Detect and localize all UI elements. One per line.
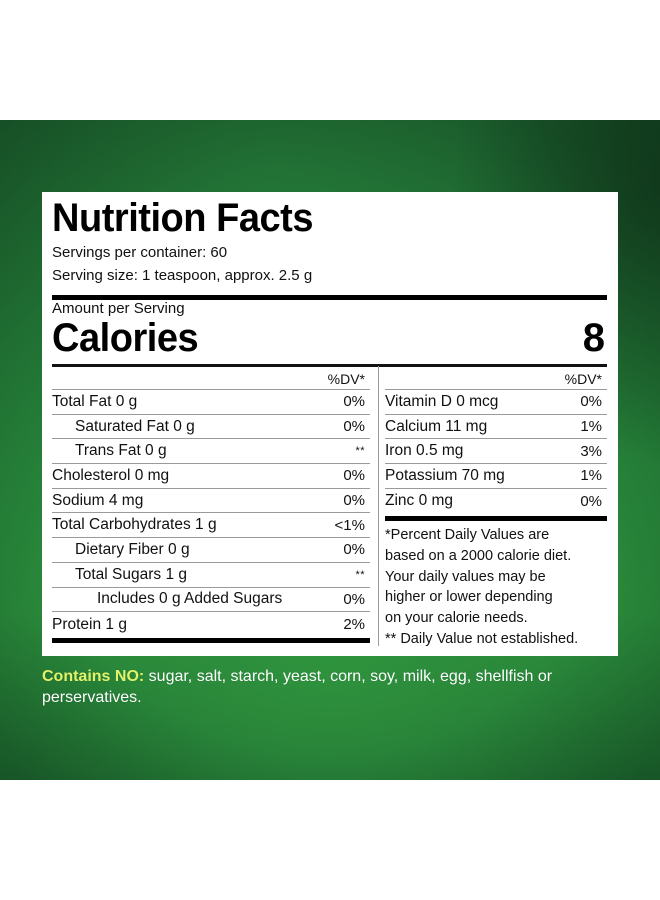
contains-no-text: sugar, salt, starch, yeast, corn, soy, m… — [42, 668, 553, 706]
right-bottom-divider — [385, 516, 607, 521]
table-row: Total Fat 0 g 0% — [52, 390, 370, 415]
table-row: Protein 1 g 2% — [52, 612, 370, 637]
table-row: Potassium 70 mg 1% — [385, 464, 607, 489]
nutrient-dv: ** — [355, 568, 365, 581]
footnote-line: ** Daily Value not established. — [385, 630, 579, 647]
table-row: Cholesterol 0 mg 0% — [52, 464, 370, 489]
nutrient-name: Total Sugars 1 g — [75, 565, 188, 583]
footnote-line: on your calorie needs. — [385, 610, 528, 627]
footnote-line: based on a 2000 calorie diet. — [385, 547, 572, 564]
contains-no-statement: Contains NO: sugar, salt, starch, yeast,… — [42, 666, 612, 708]
table-row: Includes 0 g Added Sugars 0% — [52, 588, 370, 613]
nutrient-dv: 0% — [343, 393, 365, 411]
nutrient-name: Cholesterol 0 mg — [52, 466, 170, 484]
nutrient-name: Trans Fat 0 g — [75, 442, 167, 460]
footnote-line: Your daily values may be — [385, 568, 546, 585]
amount-per-serving: Amount per Serving — [52, 300, 185, 317]
nutrient-dv: 3% — [580, 442, 602, 460]
thick-divider — [52, 295, 607, 300]
nutrient-dv: 0% — [580, 393, 602, 411]
nutrition-facts-title: Nutrition Facts — [52, 196, 313, 240]
nutrition-facts-panel: Nutrition Facts Servings per container: … — [42, 192, 618, 656]
servings-per-container: Servings per container: 60 — [52, 244, 228, 261]
daily-value-footnote: *Percent Daily Values are based on a 200… — [385, 525, 615, 650]
table-row: Zinc 0 mg 0% — [385, 489, 607, 514]
table-row: Iron 0.5 mg 3% — [385, 439, 607, 465]
nutrient-name: Dietary Fiber 0 g — [75, 540, 190, 558]
table-row: Vitamin D 0 mcg 0% — [385, 390, 607, 415]
contains-no-label: Contains NO: — [42, 668, 145, 685]
nutrient-name: Saturated Fat 0 g — [75, 417, 195, 435]
table-row: Calcium 11 mg 1% — [385, 415, 607, 440]
nutrient-dv: 0% — [343, 492, 365, 510]
serving-size: Serving size: 1 teaspoon, approx. 2.5 g — [52, 267, 313, 284]
table-row: Dietary Fiber 0 g 0% — [52, 538, 370, 563]
column-divider — [378, 366, 379, 646]
table-row: Total Carbohydrates 1 g <1% — [52, 513, 370, 539]
footnote-line: higher or lower depending — [385, 589, 553, 606]
nutrient-name: Sodium 4 mg — [52, 491, 144, 509]
nutrient-dv: ** — [355, 445, 365, 458]
nutrient-name: Total Fat 0 g — [52, 392, 138, 410]
nutrients-table-left: %DV* Total Fat 0 g 0% Saturated Fat 0 g … — [52, 368, 370, 637]
nutrient-name: Vitamin D 0 mcg — [385, 392, 499, 410]
nutrient-name: Calcium 11 mg — [385, 417, 488, 435]
calories-value: 8 — [582, 316, 605, 360]
table-row: Trans Fat 0 g ** — [52, 439, 370, 465]
calories-divider — [52, 364, 607, 367]
nutrient-name: Protein 1 g — [52, 615, 127, 633]
nutrient-name: Total Carbohydrates 1 g — [52, 516, 217, 534]
nutrient-name: Zinc 0 mg — [385, 492, 454, 510]
left-bottom-divider — [52, 638, 370, 643]
table-row: Total Sugars 1 g ** — [52, 563, 370, 588]
nutrient-name: Potassium 70 mg — [385, 466, 505, 484]
nutrient-name: Iron 0.5 mg — [385, 442, 464, 460]
nutrient-name: Includes 0 g Added Sugars — [97, 590, 283, 608]
nutrient-dv: 0% — [580, 492, 602, 510]
table-row: Sodium 4 mg 0% — [52, 489, 370, 514]
footnote-line: *Percent Daily Values are — [385, 527, 550, 543]
nutrient-dv: 1% — [580, 467, 602, 485]
dv-header: %DV* — [52, 368, 370, 390]
dv-header: %DV* — [385, 368, 607, 390]
table-row: Saturated Fat 0 g 0% — [52, 415, 370, 440]
calories-label: Calories — [52, 316, 199, 360]
nutrient-dv: 1% — [580, 418, 602, 436]
nutrient-dv: <1% — [334, 516, 365, 534]
nutrient-dv: 0% — [343, 418, 365, 436]
nutrient-dv: 0% — [343, 590, 365, 608]
nutrient-dv: 0% — [343, 541, 365, 559]
nutrient-dv: 2% — [343, 616, 365, 634]
nutrients-table-right: %DV* Vitamin D 0 mcg 0% Calcium 11 mg 1%… — [385, 368, 607, 513]
nutrient-dv: 0% — [343, 467, 365, 485]
